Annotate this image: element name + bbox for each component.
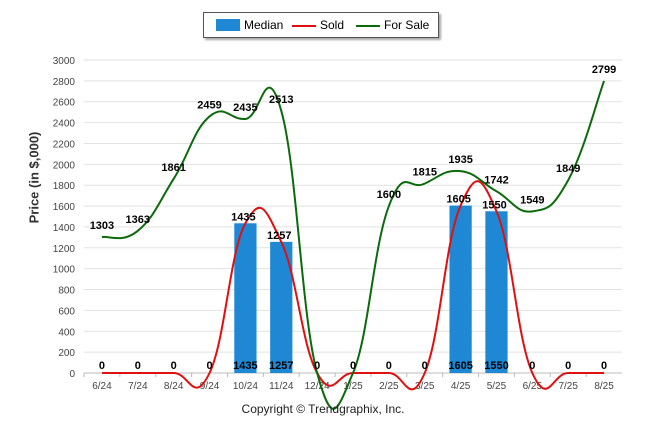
x-tick-label: 11/24 [269, 381, 294, 392]
y-tick-label: 1600 [53, 202, 76, 213]
sold-data-label: 1257 [267, 230, 291, 242]
y-tick-label: 1000 [53, 265, 76, 276]
x-tick-label: 10/24 [233, 381, 258, 392]
x-tick-label: 5/25 [487, 381, 507, 392]
x-tick-label: 6/25 [523, 381, 543, 392]
for-sale-legend-swatch [356, 25, 380, 27]
sold-data-label: 1435 [231, 211, 255, 223]
sold-data-label: 1605 [446, 194, 470, 206]
median-bar [234, 223, 257, 373]
y-tick-label: 1400 [53, 223, 76, 234]
y-axis-title-text: Price (in $,000) [26, 131, 42, 224]
for-sale-data-label: 1363 [126, 214, 150, 226]
median-data-label: 1550 [484, 360, 508, 372]
y-tick-label: 200 [58, 348, 75, 359]
for-sale-data-label: 1600 [377, 189, 401, 201]
for-sale-line [101, 80, 606, 410]
for-sale-data-label: 1303 [90, 220, 114, 232]
median-data-label: 0 [386, 360, 392, 372]
y-tick-label: 0 [69, 369, 75, 380]
x-tick-label: 7/24 [128, 381, 148, 392]
median-data-label: 1435 [233, 360, 257, 372]
y-tick-label: 1200 [53, 244, 76, 255]
median-data-label: 0 [422, 360, 428, 372]
sold-line [101, 180, 605, 391]
x-tick-label: 1/25 [343, 381, 363, 392]
median-data-label: 0 [206, 360, 212, 372]
for-sale-data-label: 1815 [412, 167, 436, 179]
x-tick-label: 4/25 [451, 381, 471, 392]
x-tick-label: 8/25 [594, 381, 614, 392]
for-sale-data-label: 1861 [161, 162, 185, 174]
for-sale-data-label: 2435 [233, 102, 257, 114]
median-bar [270, 241, 293, 373]
for-sale-data-label: 1935 [448, 154, 472, 166]
median-data-label: 0 [135, 360, 141, 372]
for-sale-data-label: 1549 [520, 194, 544, 206]
y-tick-label: 2800 [53, 77, 76, 88]
for-sale-data-label: 2799 [592, 64, 616, 76]
median-data-label: 0 [601, 360, 607, 372]
y-tick-label: 800 [58, 286, 75, 297]
x-tick-label: 3/25 [415, 381, 435, 392]
for-sale-data-label: 2513 [269, 94, 293, 106]
copyright-text: Copyright © Trendgraphix, Inc. [241, 402, 405, 416]
median-data-label: 0 [529, 360, 535, 372]
x-tick-label: 2/25 [379, 381, 399, 392]
median-bar [485, 211, 508, 373]
y-tick-label: 1800 [53, 181, 76, 192]
sold-legend-swatch [292, 25, 316, 27]
y-axis-title: Price (in $,000) [10, 132, 58, 224]
y-tick-label: 2400 [53, 119, 76, 130]
median-data-label: 0 [171, 360, 177, 372]
for-sale-data-label: 1849 [556, 163, 580, 175]
y-tick-label: 3000 [53, 56, 76, 67]
y-tick-label: 2000 [53, 160, 76, 171]
sold-data-label: 1550 [482, 199, 506, 211]
y-tick-label: 400 [58, 327, 75, 338]
median-data-label: 0 [99, 360, 105, 372]
median-bar [449, 205, 472, 373]
sold-legend-label: Sold [320, 18, 345, 32]
x-tick-label: 6/24 [92, 381, 112, 392]
median-legend-swatch [216, 19, 240, 31]
chart-legend: Median Sold For Sale [203, 12, 439, 38]
x-tick-label: 12/24 [305, 381, 330, 392]
median-data-label: 1257 [269, 360, 293, 372]
x-tick-label: 8/24 [164, 381, 184, 392]
for-sale-data-label: 1742 [484, 174, 508, 186]
y-tick-label: 2600 [53, 98, 76, 109]
for-sale-legend-label: For Sale [384, 18, 430, 32]
y-tick-label: 600 [58, 306, 75, 317]
median-data-label: 1605 [448, 360, 472, 372]
y-tick-label: 2200 [53, 139, 76, 150]
x-tick-label: 9/24 [200, 381, 220, 392]
median-data-label: 0 [350, 360, 356, 372]
x-tick-label: 7/25 [558, 381, 578, 392]
median-legend-label: Median [244, 18, 284, 32]
for-sale-data-label: 2459 [197, 99, 221, 111]
median-data-label: 0 [314, 360, 320, 372]
median-data-label: 0 [565, 360, 571, 372]
